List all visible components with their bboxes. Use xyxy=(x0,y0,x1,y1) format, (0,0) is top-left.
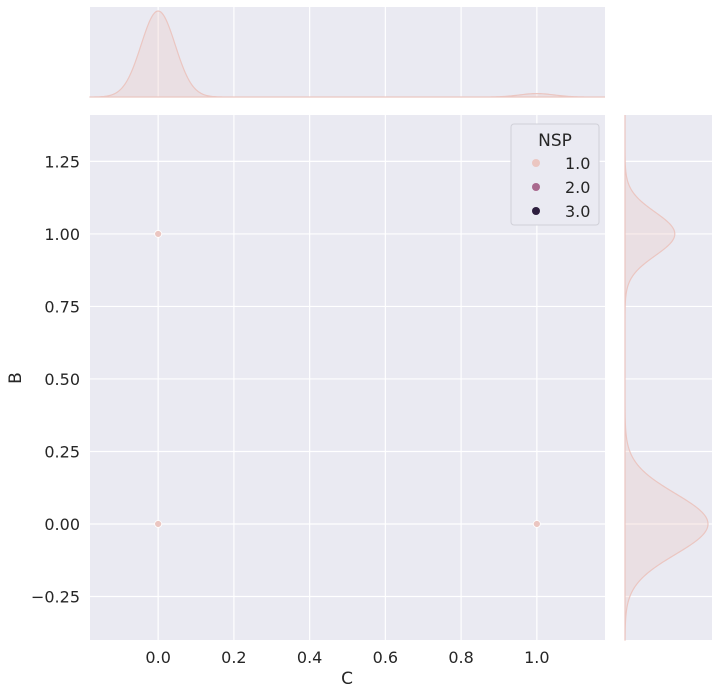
right-marginal-kde xyxy=(624,115,709,641)
legend-marker-3 xyxy=(532,207,540,215)
x-tick-label: 0.4 xyxy=(297,648,322,667)
y-tick-label: −0.25 xyxy=(31,587,80,606)
x-tick-label: 0.2 xyxy=(221,648,246,667)
scatter-point xyxy=(532,520,541,528)
scatter-points xyxy=(154,230,541,528)
x-tick-label: 0.6 xyxy=(373,648,398,667)
x-axis-label: C xyxy=(341,669,353,689)
legend-box xyxy=(510,123,600,226)
legend-label-2: 2.0 xyxy=(565,178,590,197)
right-marginal-background xyxy=(625,115,712,640)
y-axis-label: B xyxy=(6,372,26,384)
y-tick-label: 1.00 xyxy=(44,225,80,244)
y-tick-label: 0.75 xyxy=(44,297,80,316)
x-tick-label: 0.0 xyxy=(145,648,170,667)
legend-label-3: 3.0 xyxy=(565,202,590,221)
top-marginal-background xyxy=(90,7,605,97)
y-tick-label: 0.00 xyxy=(44,515,80,534)
legend-marker-2 xyxy=(532,183,540,191)
legend-title: NSP xyxy=(538,131,572,151)
x-tick-labels: 0.0 0.2 0.4 0.6 0.8 1.0 xyxy=(145,648,549,667)
y-tick-labels: −0.25 0.00 0.25 0.50 0.75 1.00 1.25 xyxy=(31,152,80,606)
x-tick-label: 0.8 xyxy=(448,648,473,667)
scatter-point xyxy=(154,520,163,528)
y-tick-label: 1.25 xyxy=(44,152,80,171)
y-tick-label: 0.50 xyxy=(44,370,80,389)
scatter-point xyxy=(154,230,163,238)
y-tick-label: 0.25 xyxy=(44,442,80,461)
top-marginal-kde xyxy=(89,10,605,98)
x-tick-label: 1.0 xyxy=(524,648,549,667)
legend-marker-1 xyxy=(532,159,540,167)
legend-label-1: 1.0 xyxy=(565,154,590,173)
legend: NSP 1.0 2.0 3.0 xyxy=(510,123,600,226)
top-marginal-grid xyxy=(157,7,538,97)
right-marginal-grid xyxy=(625,160,712,598)
